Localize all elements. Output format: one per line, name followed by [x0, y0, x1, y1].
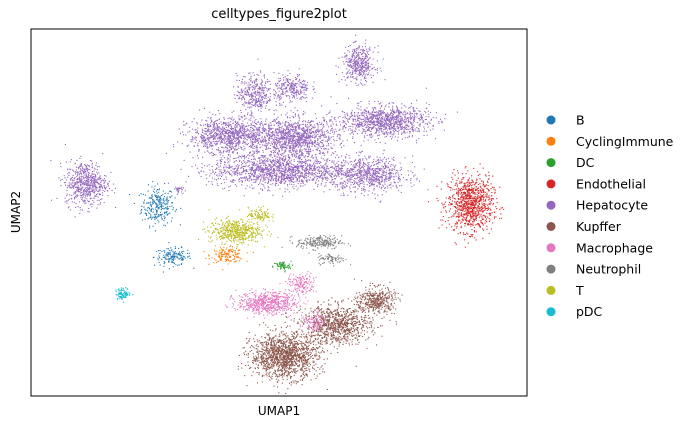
legend-label-pdc: pDC	[576, 304, 603, 319]
series-b-points	[129, 181, 195, 273]
legend-item-macrophage: Macrophage	[546, 240, 653, 255]
cluster-kupffer-2	[347, 278, 403, 321]
legend-label-macrophage: Macrophage	[576, 240, 653, 255]
series-pdc-points	[115, 287, 134, 303]
legend-item-cyclingimmune: CyclingImmune	[546, 134, 674, 149]
legend-item-endothelial: Endothelial	[546, 176, 646, 191]
legend-item-t: T	[546, 283, 584, 298]
cluster-endothelial-0	[428, 163, 505, 248]
legend-marker-kupffer	[546, 222, 556, 231]
series-cyclingimmune-points	[203, 245, 254, 271]
legend-item-dc: DC	[546, 155, 595, 170]
cluster-macrophage-2	[298, 309, 336, 335]
cluster-hepatocyte-7	[315, 87, 458, 144]
legend-marker-pdc	[546, 307, 556, 317]
cluster-hepatocyte-2	[233, 58, 279, 124]
scatter-points	[50, 34, 505, 394]
legend-marker-hepatocyte	[546, 200, 556, 210]
chart-title: celltypes_figure2plot	[211, 7, 347, 22]
cluster-hepatocyte-5	[172, 107, 319, 164]
legend-label-dc: DC	[576, 155, 595, 170]
legend-marker-cyclingimmune	[546, 136, 556, 146]
series-t-points	[198, 205, 279, 251]
series-endothelial-points	[428, 163, 505, 248]
cluster-macrophage-0	[224, 278, 309, 319]
cluster-neutrophil-1	[308, 252, 352, 267]
legend-marker-macrophage	[546, 243, 556, 253]
cluster-kupffer-0	[237, 322, 357, 394]
cluster-b-1	[152, 242, 195, 273]
legend-label-t: T	[575, 283, 584, 298]
series-dc-points	[272, 260, 293, 273]
cluster-neutrophil-0	[281, 234, 351, 251]
legend-label-b: B	[576, 113, 585, 128]
cluster-t-0	[198, 209, 279, 251]
series-hepatocyte-points	[50, 34, 458, 218]
legend-marker-t	[546, 285, 556, 295]
cluster-pdc-0	[115, 287, 134, 303]
legend: B CyclingImmune DC Endothelial Hepatocyte Kup…	[546, 113, 674, 319]
cluster-macrophage-1	[279, 271, 317, 299]
plot-frame	[30, 28, 528, 397]
legend-label-hepatocyte: Hepatocyte	[576, 198, 648, 213]
series-neutrophil-points	[281, 234, 352, 267]
cluster-dc-0	[272, 260, 293, 273]
legend-label-endothelial: Endothelial	[576, 176, 646, 191]
cluster-cyclingimmune-0	[203, 245, 254, 271]
legend-marker-dc	[546, 158, 556, 168]
y-axis-label: UMAP2	[9, 191, 23, 233]
legend-label-kupffer: Kupffer	[576, 219, 622, 234]
cluster-hepatocyte-1	[175, 186, 186, 195]
x-axis-label: UMAP1	[258, 404, 300, 418]
series-macrophage-points	[224, 271, 336, 335]
legend-label-cyclingimmune: CyclingImmune	[576, 134, 674, 149]
legend-item-b: B	[546, 113, 585, 128]
legend-label-neutrophil: Neutrophil	[576, 262, 641, 277]
cluster-b-0	[129, 181, 182, 232]
legend-marker-neutrophil	[546, 264, 556, 274]
cluster-hepatocyte-8	[165, 140, 391, 197]
legend-item-hepatocyte: Hepatocyte	[546, 198, 648, 213]
cluster-hepatocyte-3	[265, 68, 316, 112]
legend-item-pdc: pDC	[546, 304, 603, 319]
series-kupffer-points	[237, 278, 403, 394]
legend-item-neutrophil: Neutrophil	[546, 262, 641, 277]
cluster-hepatocyte-6	[232, 105, 371, 171]
cluster-hepatocyte-9	[313, 144, 429, 203]
legend-item-kupffer: Kupffer	[546, 219, 622, 234]
legend-marker-b	[546, 115, 556, 125]
cluster-t-1	[246, 205, 274, 224]
legend-marker-endothelial	[546, 179, 556, 189]
cluster-hepatocyte-4	[335, 34, 386, 87]
cluster-hepatocyte-0	[50, 143, 117, 218]
